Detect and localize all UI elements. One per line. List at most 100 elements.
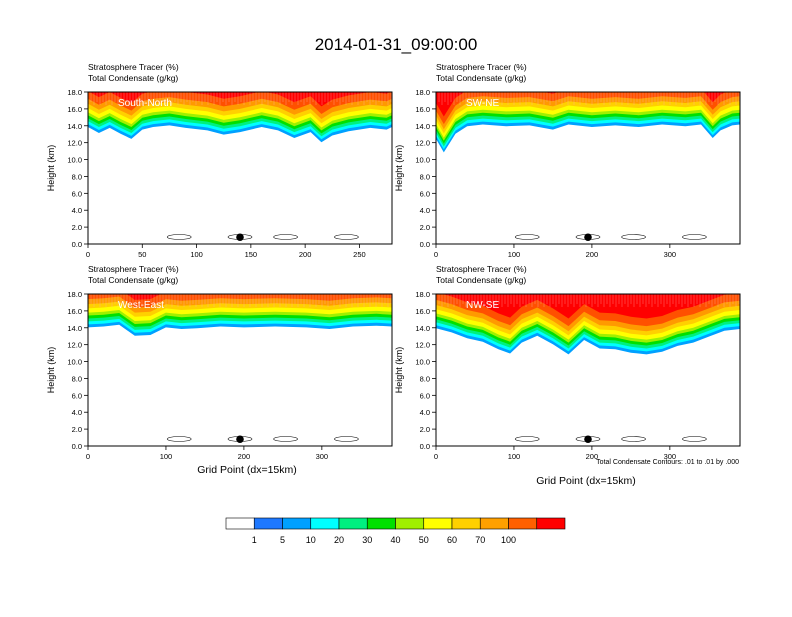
panel-title-condensate: Total Condensate (g/kg)	[436, 73, 526, 83]
panel-title-condensate: Total Condensate (g/kg)	[436, 275, 526, 285]
condensate-contour	[514, 436, 540, 442]
panel-nw-se: 0.0 2.0 4.0 6.0 8.0 10.0 12.0 14.0 16.0 18.0 0 100 2…	[394, 264, 741, 461]
y-tick-label: 18.0	[415, 290, 430, 299]
x-axis-label-left: Grid Point (dx=15km)	[197, 464, 297, 476]
x-tick-label: 50	[138, 250, 146, 259]
x-tick-label: 200	[299, 250, 312, 259]
contour-footnote: Total Condensate Contours: .01 to .01 by…	[596, 459, 739, 466]
panel-title-tracer: Stratosphere Tracer (%)	[88, 62, 179, 72]
x-tick-label: 100	[160, 452, 173, 461]
y-tick-label: 10.0	[415, 358, 430, 367]
colorbar-swatch	[395, 517, 425, 530]
tracer-band	[126, 294, 161, 300]
plot-frame	[87, 293, 393, 447]
y-tick-label: 14.0	[67, 324, 82, 333]
y-tick-label: 12.0	[67, 341, 82, 350]
x-tick-label: 200	[586, 250, 599, 259]
station-marker	[584, 435, 592, 444]
y-tick-label: 4.0	[420, 206, 430, 215]
condensate-contour	[334, 436, 359, 442]
panels: 0.0 2.0 4.0 6.0 8.0 10.0 12.0 14.0 16.0 18.0 0 50 10…	[46, 62, 741, 461]
tracer-field	[436, 92, 740, 240]
y-tick-label: 16.0	[415, 307, 430, 316]
panel-sw-ne: 0.0 2.0 4.0 6.0 8.0 10.0 12.0 14.0 16.0 18.0 0 100 2…	[394, 62, 741, 259]
x-tick-label: 300	[664, 452, 677, 461]
y-tick-label: 0.0	[72, 240, 82, 249]
condensate-contour	[166, 234, 192, 240]
panel-label: SW-NE	[466, 98, 499, 109]
colorbar-swatch	[479, 517, 509, 530]
colorbar-swatch	[310, 517, 340, 530]
x-tick-label: 0	[434, 250, 438, 259]
colorbar-swatch	[253, 517, 283, 530]
x-tick-label: 250	[353, 250, 366, 259]
y-tick-label: 2.0	[72, 425, 82, 434]
condensate-contour	[682, 436, 707, 442]
y-tick-label: 6.0	[420, 391, 430, 400]
panel-title-tracer: Stratosphere Tracer (%)	[436, 264, 527, 274]
y-tick-label: 12.0	[415, 139, 430, 148]
x-tick-label: 0	[86, 250, 90, 259]
colorbar-swatch	[282, 517, 312, 530]
panel-label: NW-SE	[466, 300, 499, 311]
y-axis-label: Height (km)	[394, 347, 404, 394]
colorbar-swatch	[451, 517, 481, 530]
y-tick-label: 2.0	[420, 425, 430, 434]
y-tick-label: 2.0	[420, 223, 430, 232]
condensate-contour	[273, 234, 298, 240]
y-tick-label: 6.0	[72, 391, 82, 400]
panel-label: South-North	[118, 98, 172, 109]
y-tick-label: 18.0	[67, 88, 82, 97]
colorbar-label: 10	[306, 535, 316, 545]
x-tick-label: 100	[508, 452, 521, 461]
x-tick-label: 100	[508, 250, 521, 259]
colorbar-swatch	[225, 517, 255, 530]
colorbar-swatch	[366, 517, 396, 530]
condensate-contour	[682, 234, 707, 240]
y-tick-label: 14.0	[67, 122, 82, 131]
y-axis-label: Height (km)	[394, 145, 404, 192]
panel-west-east: 0.0 2.0 4.0 6.0 8.0 10.0 12.0 14.0 16.0 18.0 0 100 2…	[46, 264, 393, 461]
y-axis-label: Height (km)	[46, 347, 56, 394]
y-tick-label: 0.0	[72, 442, 82, 451]
tracer-field	[436, 294, 740, 442]
y-tick-label: 4.0	[72, 206, 82, 215]
condensate-contour	[514, 234, 540, 240]
y-tick-label: 10.0	[67, 156, 82, 165]
x-tick-label: 100	[190, 250, 203, 259]
y-tick-label: 4.0	[72, 408, 82, 417]
y-tick-label: 16.0	[67, 105, 82, 114]
panel-title-condensate: Total Condensate (g/kg)	[88, 73, 178, 83]
colorbar-label: 100	[501, 535, 516, 545]
y-tick-label: 6.0	[420, 189, 430, 198]
x-tick-label: 0	[434, 452, 438, 461]
y-tick-label: 12.0	[67, 139, 82, 148]
colorbar: 1 5 10 20 30 40 50 60 70 100	[225, 517, 566, 545]
x-tick-label: 0	[86, 452, 90, 461]
plot-frame	[435, 91, 741, 245]
y-tick-label: 2.0	[72, 223, 82, 232]
panel-title-tracer: Stratosphere Tracer (%)	[88, 264, 179, 274]
y-tick-label: 14.0	[415, 324, 430, 333]
station-marker	[584, 233, 592, 242]
tracer-field	[88, 294, 392, 442]
plot-frame	[87, 91, 393, 245]
y-axis-label: Height (km)	[46, 145, 56, 192]
y-tick-label: 14.0	[415, 122, 430, 131]
y-tick-label: 12.0	[415, 341, 430, 350]
station-marker	[236, 233, 244, 242]
y-tick-label: 18.0	[415, 88, 430, 97]
colorbar-swatch	[508, 517, 538, 530]
colorbar-label: 20	[334, 535, 344, 545]
plot-frame	[435, 293, 741, 447]
y-tick-label: 8.0	[72, 374, 82, 383]
y-tick-label: 10.0	[415, 156, 430, 165]
condensate-contour	[166, 436, 192, 442]
y-tick-label: 16.0	[67, 307, 82, 316]
x-tick-label: 300	[664, 250, 677, 259]
y-tick-label: 10.0	[67, 358, 82, 367]
y-tick-label: 8.0	[420, 374, 430, 383]
colorbar-label: 5	[280, 535, 285, 545]
y-tick-label: 16.0	[415, 105, 430, 114]
y-tick-label: 18.0	[67, 290, 82, 299]
